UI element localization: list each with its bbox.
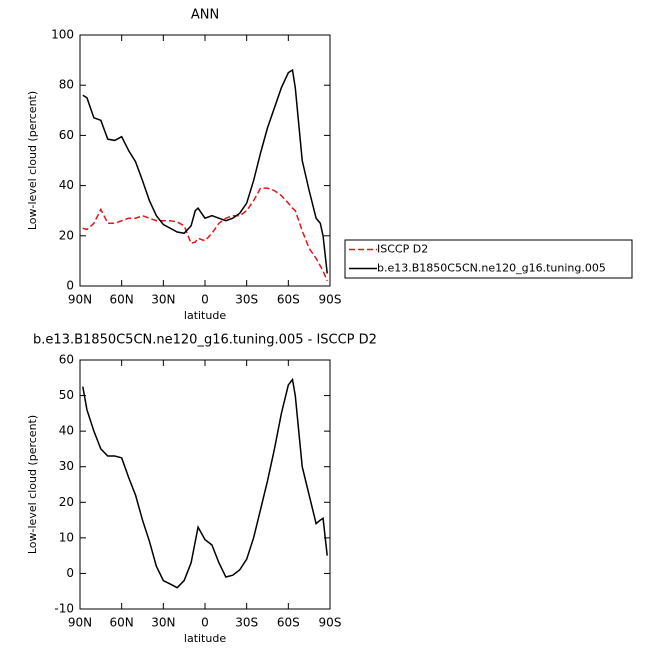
x-tick-label: 30N [151,293,175,307]
chart-title: b.e13.B1850C5CN.ne120_g16.tuning.005 - I… [33,333,377,348]
series-line [82,68,328,274]
series-line [82,377,328,589]
x-tick-label: 60S [277,616,300,630]
y-tick-label: 100 [51,28,74,42]
y-tick-label: 0 [66,279,74,293]
y-tick-label: 20 [59,495,74,509]
y-tick-label: 60 [59,353,74,367]
x-tick-label: 30N [151,616,175,630]
y-axis-label: Low-level cloud (percent) [26,415,39,554]
x-tick-label: 0 [201,293,209,307]
y-tick-label: 60 [59,128,74,142]
x-axis-label: latitude [184,309,226,322]
x-tick-label: 90N [68,616,92,630]
legend-label: ISCCP D2 [377,243,428,256]
y-axis-label: Low-level cloud (percent) [26,91,39,230]
y-tick-label: 30 [59,459,74,473]
y-tick-label: 40 [59,178,74,192]
x-tick-label: 90S [319,293,342,307]
y-tick-label: 50 [59,388,74,402]
legend-label: b.e13.B1850C5CN.ne120_g16.tuning.005 [377,262,606,275]
x-tick-label: 90S [319,616,342,630]
y-tick-label: 20 [59,228,74,242]
series-line [82,187,328,282]
plot-frame [79,359,331,610]
x-tick-label: 0 [201,616,209,630]
x-tick-label: 60N [110,293,134,307]
y-tick-label: 40 [59,424,74,438]
x-tick-label: 30S [235,293,258,307]
x-tick-label: 60N [110,616,134,630]
chart-title: ANN [191,8,219,23]
x-tick-label: 90N [68,293,92,307]
y-tick-label: 0 [66,566,74,580]
x-tick-label: 60S [277,293,300,307]
y-tick-label: -10 [54,602,74,616]
x-tick-label: 30S [235,616,258,630]
y-tick-label: 10 [59,530,74,544]
x-axis-label: latitude [184,632,226,645]
y-tick-label: 80 [59,78,74,92]
legend-box [344,239,633,279]
